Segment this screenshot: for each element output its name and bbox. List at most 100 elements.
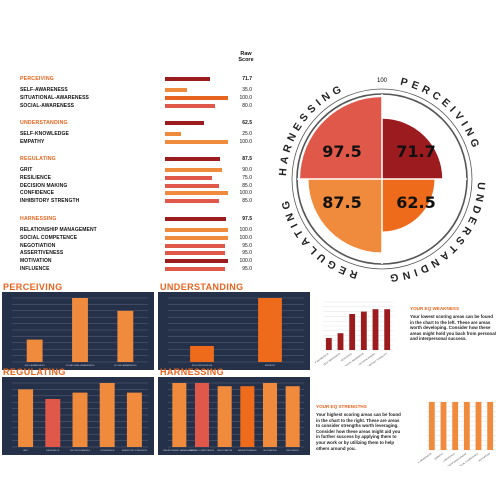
chart-bar xyxy=(117,310,134,362)
category-label: EMPATHY xyxy=(265,364,276,367)
skill-label: MOTIVATION xyxy=(20,258,52,265)
skill-label: SELF-KNOWLEDGE xyxy=(20,131,69,137)
eq-wheel: 100 97.5 71.7 87.5 62.5 PERCEIVING UNDER… xyxy=(277,75,483,284)
skill-value: 95.0 xyxy=(242,242,252,249)
skill-label: SITUATIONAL-AWARENESS xyxy=(20,94,89,101)
chart-bar xyxy=(26,339,43,362)
skill-value: 95.0 xyxy=(242,250,252,257)
skill-value: 100.0 xyxy=(239,94,252,101)
category-label: MOTIVATION xyxy=(478,452,491,462)
chart-bar xyxy=(440,402,447,450)
category-label: MOTIVATION xyxy=(263,449,277,452)
outer-ring xyxy=(291,88,473,270)
chart-bar xyxy=(463,402,470,450)
strengths-text-line: Consider how these areas might aid you xyxy=(316,428,401,434)
skill-label: SELF-AWARENESS xyxy=(20,87,68,93)
category-label: CONFIDENCE xyxy=(443,453,456,463)
chart-bar xyxy=(360,311,367,350)
scale-label: 100 xyxy=(377,78,388,84)
chart-bar xyxy=(126,392,142,447)
skill-value: 80.0 xyxy=(242,102,252,109)
skill-label: GRIT xyxy=(20,167,33,173)
skill-label: DECISION MAKING xyxy=(20,182,68,189)
category-label: NEGOTIATION xyxy=(217,449,232,452)
regulating-quadrant xyxy=(308,179,382,253)
skill-value: 100.0 xyxy=(239,190,252,197)
skill-value: 100.0 xyxy=(239,227,252,233)
perceiving-value: 71.7 xyxy=(396,142,435,161)
chart-bar xyxy=(452,402,459,450)
strengths-text-line: to consider strengths worth leveraging. xyxy=(316,423,399,429)
understanding-value: 62.5 xyxy=(396,193,435,212)
chart-bar xyxy=(337,333,344,350)
chart-bar xyxy=(487,402,494,450)
chart-bar xyxy=(240,386,255,447)
harnessing-quadrant xyxy=(300,97,382,179)
category-label: RESILIENCE xyxy=(46,450,60,452)
skill-bar xyxy=(165,199,219,204)
strengths-text-line: your work or by utilizing them to help xyxy=(316,439,395,445)
strengths-text-line: Your highest scoring areas can be found xyxy=(316,412,401,417)
category-label: RELATIONSHIP MANAGEMENT xyxy=(163,449,196,452)
section-title: REGULATING xyxy=(20,156,56,162)
section-title: UNDERSTANDING xyxy=(20,120,68,126)
understanding-quadrant xyxy=(382,179,435,232)
section-score-bar xyxy=(165,217,227,221)
panel-title-harnessing: HARNESSING xyxy=(160,367,225,377)
category-label: SITUATIONAL-AWARENESS xyxy=(66,364,95,367)
panel-title-understanding: UNDERSTANDING xyxy=(160,282,244,292)
weakness-text-line: worth developing. Consider how these xyxy=(410,325,491,331)
chart-bar xyxy=(349,314,356,350)
skill-value: 100.0 xyxy=(239,138,252,145)
skill-label: SOCIAL COMPETENCE xyxy=(20,234,78,241)
skill-label: ASSERTIVENESS xyxy=(20,250,64,257)
skill-value: 85.0 xyxy=(242,182,252,189)
chart-bar xyxy=(428,402,435,450)
skill-bar xyxy=(165,259,228,264)
panel-title-regulating: REGULATING xyxy=(3,367,66,377)
weakness-title: YOUR EQ WEAKNESS xyxy=(410,306,460,311)
category-label: CONFIDENCE xyxy=(100,450,115,452)
perceiving-chart: SELF-AWARENESS SITUATIONAL-AWARENESS SOCIA… xyxy=(12,297,148,367)
skill-bar xyxy=(165,267,225,271)
chart-bar xyxy=(72,392,88,447)
harnessing-value: 97.5 xyxy=(322,142,361,161)
section-score-value: 97.5 xyxy=(242,216,252,222)
chart-bar xyxy=(285,386,300,447)
category-label: INHIBITORY STRENGTH xyxy=(122,450,147,452)
category-label: SITUATIONAL-AWARENESS xyxy=(418,452,433,466)
chart-bar xyxy=(475,402,482,450)
weakness-text-line: in the chart to the left. These are area… xyxy=(410,319,491,325)
chart-bar xyxy=(72,298,88,362)
skill-bar xyxy=(165,243,225,248)
chart-bar xyxy=(18,389,34,447)
chart-bar xyxy=(258,298,282,362)
skill-bar xyxy=(165,235,228,240)
skill-value: 25.0 xyxy=(242,131,252,137)
raw-label: Raw xyxy=(240,51,252,57)
skill-value: 100.0 xyxy=(239,258,252,265)
strengths-title: YOUR EQ STRENGTHS xyxy=(316,404,367,409)
understanding-chart: SELF-KNOWLEDGE EMPATHY xyxy=(168,297,304,367)
weakness-text-line: Your lowest scoring areas can be found xyxy=(410,314,493,319)
skill-label: RELATIONSHIP MANAGEMENT xyxy=(20,227,97,233)
skill-label: INHIBITORY STRENGTH xyxy=(20,198,80,205)
skill-value: 100.0 xyxy=(239,234,252,241)
score-label: Score xyxy=(238,57,254,63)
skill-bar xyxy=(165,132,181,136)
chart-bar xyxy=(45,399,61,447)
skill-bar xyxy=(165,95,228,100)
skill-bar xyxy=(165,175,213,180)
strengths-text-line: in the chart to the right. These are are… xyxy=(316,417,400,423)
chart-bar xyxy=(384,309,391,350)
skill-bar xyxy=(165,191,228,196)
skill-value: 35.0 xyxy=(242,87,252,93)
weakness-text-line: areas might hold you back from personal xyxy=(410,330,496,336)
section-score-value: 87.5 xyxy=(242,156,252,162)
skill-label: CONFIDENCE xyxy=(20,190,55,197)
strengths-text-line: in further success by applying them to xyxy=(316,434,397,440)
skill-value: 95.0 xyxy=(242,266,252,272)
skill-bar xyxy=(165,251,225,256)
